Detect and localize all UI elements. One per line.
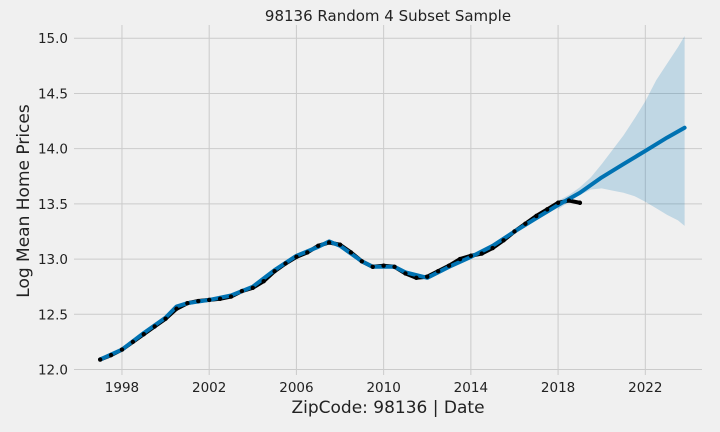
observed-point bbox=[141, 331, 146, 337]
forecast-series-line bbox=[98, 125, 687, 362]
y-axis-label: Log Mean Home Prices bbox=[14, 104, 34, 298]
chart-title: 98136 Random 4 Subset Sample bbox=[265, 7, 511, 25]
observed-point bbox=[457, 256, 463, 262]
observed-point bbox=[174, 306, 179, 311]
y-tick-label: 14.5 bbox=[38, 86, 68, 102]
observed-point bbox=[534, 213, 539, 219]
observed-point bbox=[326, 240, 332, 245]
observed-point bbox=[305, 250, 310, 255]
x-axis-label: ZipCode: 98136 | Date bbox=[291, 398, 484, 418]
observed-point bbox=[261, 278, 266, 284]
observed-point bbox=[523, 221, 528, 226]
observed-point bbox=[196, 298, 201, 304]
observed-point bbox=[479, 251, 484, 256]
observed-point bbox=[250, 285, 256, 290]
observed-point bbox=[544, 207, 550, 212]
observed-point bbox=[348, 250, 354, 255]
grid-lines bbox=[74, 25, 702, 375]
observed-point bbox=[119, 347, 125, 352]
y-tick-label: 12.0 bbox=[38, 362, 68, 378]
observed-point bbox=[501, 238, 506, 243]
observed-point bbox=[577, 200, 583, 205]
observed-point bbox=[403, 271, 408, 276]
y-tick-label: 12.5 bbox=[38, 307, 68, 323]
observed-point bbox=[163, 316, 168, 321]
observed-point bbox=[206, 297, 212, 303]
observed-point bbox=[414, 275, 419, 281]
y-tick-label: 14.0 bbox=[38, 142, 68, 158]
x-tick-label: 1998 bbox=[105, 380, 139, 396]
x-tick-label: 2022 bbox=[628, 380, 662, 396]
x-tick-label: 2002 bbox=[192, 380, 226, 396]
observed-point bbox=[272, 269, 277, 274]
observed-point bbox=[512, 229, 517, 234]
observed-point bbox=[337, 242, 343, 247]
observed-point bbox=[283, 261, 288, 266]
observed-point bbox=[185, 301, 190, 306]
observed-point bbox=[108, 352, 114, 358]
x-tick-label: 2014 bbox=[454, 380, 488, 396]
observed-point bbox=[566, 198, 572, 203]
uncertainty-interval bbox=[558, 36, 685, 226]
observed-point bbox=[435, 269, 441, 274]
tick-labels: 1998 2002 2006 2010 2014 2018 2022 12.0 12.5 13.0… bbox=[38, 31, 663, 396]
observed-point bbox=[239, 288, 245, 294]
observed-point bbox=[359, 259, 365, 264]
observed-point bbox=[152, 324, 157, 329]
y-tick-label: 13.5 bbox=[38, 197, 68, 213]
observed-point bbox=[446, 263, 452, 268]
observed-point bbox=[381, 263, 386, 268]
x-tick-label: 2018 bbox=[541, 380, 575, 396]
observed-point bbox=[555, 200, 561, 205]
observed-point bbox=[228, 294, 234, 299]
observed-point bbox=[468, 253, 474, 258]
observed-point bbox=[97, 357, 103, 362]
y-tick-label: 13.0 bbox=[38, 252, 68, 268]
observed-point bbox=[490, 245, 495, 251]
observed-point bbox=[294, 254, 299, 260]
observed-point bbox=[370, 264, 375, 269]
observed-point bbox=[316, 243, 321, 249]
observed-point bbox=[217, 296, 223, 302]
observed-point bbox=[130, 339, 136, 345]
forecast-interval-band bbox=[558, 36, 685, 226]
series-layer bbox=[97, 125, 687, 362]
observed-point bbox=[425, 274, 430, 279]
observed-point bbox=[392, 264, 397, 269]
x-tick-label: 2010 bbox=[366, 380, 400, 396]
x-tick-label: 2006 bbox=[279, 380, 313, 396]
y-tick-label: 15.0 bbox=[38, 31, 68, 47]
